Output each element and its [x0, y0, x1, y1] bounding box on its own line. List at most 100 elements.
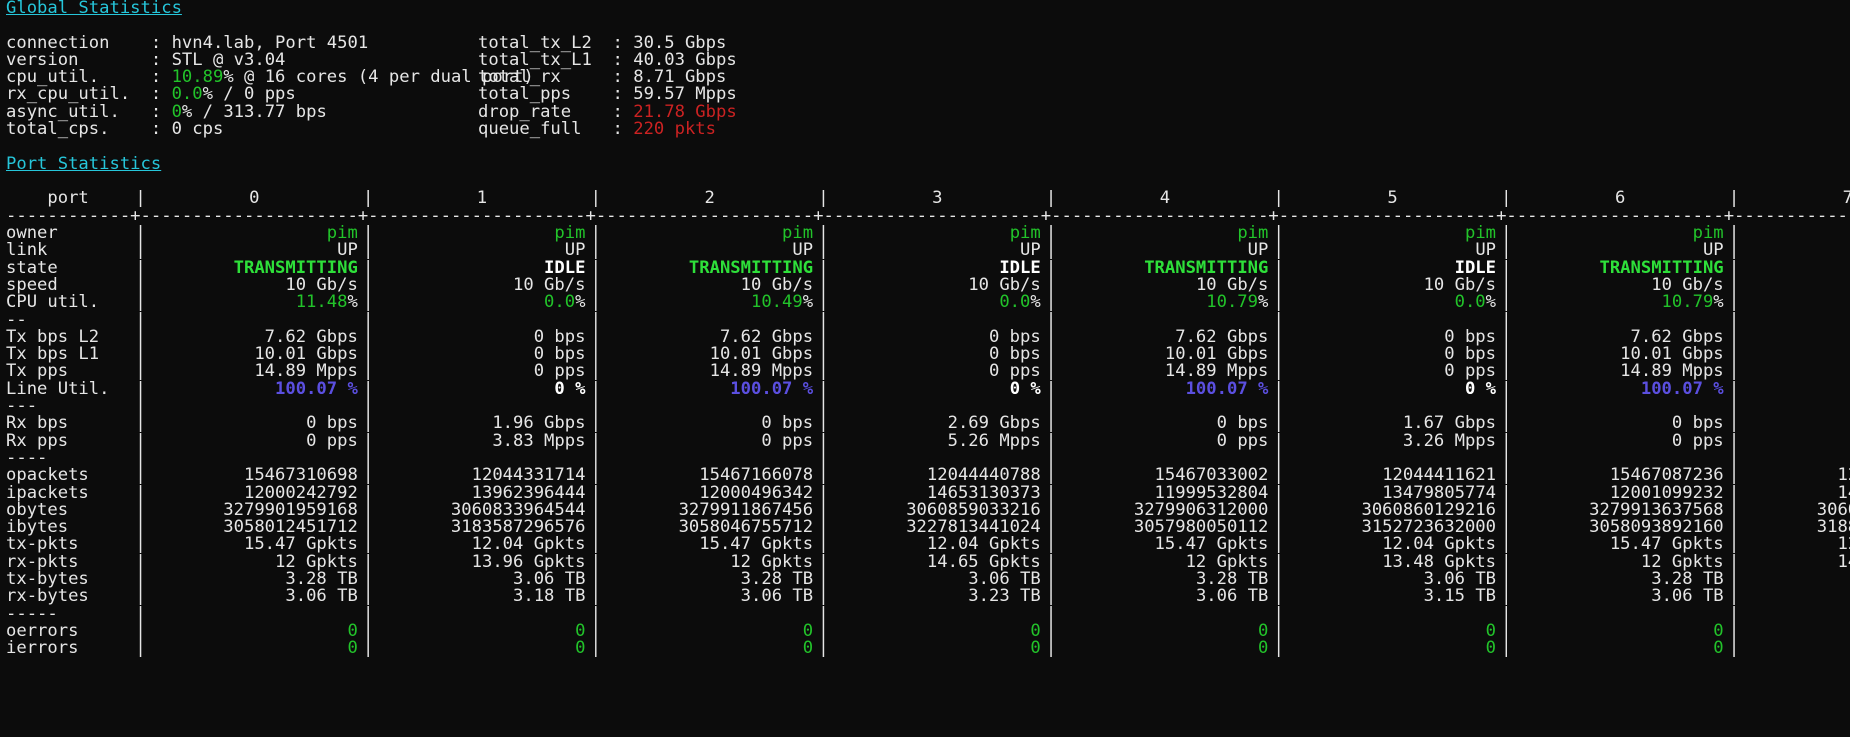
column-separator: | — [1501, 620, 1512, 641]
column-separator: | — [135, 430, 146, 451]
cell-rx-pkts-port3: 14.65 Gpkts — [926, 551, 1041, 572]
row-label: --- — [6, 396, 38, 417]
column-separator: | — [1045, 517, 1057, 538]
column-separator: | — [1273, 482, 1284, 503]
cell-owner-port4: pim — [1237, 223, 1269, 244]
cell-rx-bytes-port2: 3.06 TB — [740, 586, 814, 607]
column-separator: | — [818, 344, 829, 365]
table-row-tx-bps-l1: Tx bps L1 | 10.01 Gbps | 0 bps | 10.01 Gbps | 0 … — [6, 344, 1850, 365]
column-separator: | — [135, 240, 146, 261]
global-stat-row-total-cps: total_cps. : 0 cps — [6, 120, 534, 138]
header-port-1[interactable]: 1 — [476, 188, 488, 209]
row-label: ibytes — [6, 517, 69, 538]
cell-tx-bps-l2-port3: 0 bps — [988, 326, 1041, 347]
column-separator: | — [590, 396, 601, 417]
cell-line-util-port6: 100.07 % — [1640, 378, 1724, 399]
global-stats-right-column: total_tx_L2 : 30.5 Gbps total_tx_L1 : 40.… — [478, 34, 737, 139]
header-port-5[interactable]: 5 — [1387, 188, 1398, 209]
cell-oerrors-port6: 0 — [1713, 620, 1724, 641]
header-port-7[interactable]: 7 — [1842, 188, 1850, 209]
cell-tx-bps-l2-port6: 7.62 Gbps — [1630, 326, 1724, 347]
cell-tx-pps-port4: 14.89 Mpps — [1164, 361, 1269, 382]
global-stat-key: connection — [6, 32, 151, 53]
column-separator: | — [1273, 517, 1284, 538]
column-separator: | — [1501, 638, 1512, 659]
cell-line-util-port3: 0 % — [1009, 378, 1041, 399]
cell-ibytes-port1: 3183587296576 — [450, 517, 586, 538]
column-separator: | — [362, 586, 374, 607]
column-separator: | — [1728, 223, 1740, 244]
column-separator: | — [1045, 309, 1057, 330]
column-separator: | — [1728, 430, 1740, 451]
header-port-0[interactable]: 0 — [249, 188, 260, 209]
column-separator: | — [1045, 499, 1057, 520]
column-separator: | — [1501, 292, 1512, 313]
cell-link-port0: UP — [337, 240, 358, 261]
column-separator: | — [135, 396, 146, 417]
cell-tx-bps-l1-port4: 10.01 Gbps — [1164, 344, 1269, 365]
cell-state-port0: TRANSMITTING — [233, 257, 358, 278]
cell-cpu-util-port2: 10.49% — [750, 292, 814, 313]
cell-rx-pps-port1: 3.83 Mpps — [492, 430, 586, 451]
column-separator: | — [818, 274, 829, 295]
cell-ierrors-port3: 0 — [1030, 638, 1041, 659]
column-separator: | — [818, 534, 829, 555]
column-separator: | — [135, 517, 146, 538]
cell-ierrors-port6: 0 — [1713, 638, 1724, 659]
column-separator: | — [590, 551, 601, 572]
row-label: Rx bps — [6, 413, 69, 434]
cell-rx-bps-port3: 2.69 Gbps — [947, 413, 1041, 434]
cell-rx-bps-port1: 1.96 Gbps — [492, 413, 586, 434]
column-separator: | — [362, 240, 374, 261]
global-statistics-title: Global Statistics — [6, 0, 182, 18]
cell-obytes-port6: 3279913637568 — [1589, 499, 1724, 520]
column-separator: | — [1728, 240, 1740, 261]
column-separator: | — [1273, 603, 1284, 624]
column-separator: | — [135, 534, 146, 555]
cell-oerrors-port1: 0 — [575, 620, 586, 641]
cell-cpu-util-port6: 10.79% — [1661, 292, 1724, 313]
cell-ibytes-port3: 3227813441024 — [906, 517, 1041, 538]
colon-separator: : — [150, 49, 172, 70]
cell-tx-pps-port2: 14.89 Mpps — [709, 361, 814, 382]
column-separator: | — [1728, 274, 1740, 295]
cell-link-port2: UP — [792, 240, 814, 261]
global-stat-value: 10.89 — [171, 67, 224, 88]
column-separator: | — [818, 569, 829, 590]
column-separator: | — [590, 447, 601, 468]
column-separator: | — [1501, 586, 1512, 607]
cell-state-port7: IDLE — [1744, 260, 1850, 277]
cell-tx-bps-l2-port5: 0 bps — [1444, 326, 1497, 347]
column-separator: | — [1501, 326, 1512, 347]
cell-tx-bytes-port4: 3.28 TB — [1195, 569, 1269, 590]
cell-speed-port7: 10 Gb/s — [1744, 277, 1850, 294]
colon-separator: : — [612, 101, 634, 122]
global-stat-row-rx-cpu-util: rx_cpu_util. : 0.0% / 0 pps — [6, 86, 534, 104]
column-separator: | — [1728, 482, 1740, 503]
table-row-state: state | TRANSMITTING | IDLE | TRANSMITTING | IDL… — [6, 257, 1850, 278]
global-stat-row-total-rx: total_rx : 8.71 Gbps — [478, 68, 737, 86]
cell-tx-bps-l1-port6: 10.01 Gbps — [1620, 344, 1724, 365]
header-port-6[interactable]: 6 — [1615, 188, 1626, 209]
cell-line-util-port4: 100.07 % — [1185, 378, 1269, 399]
cell-ipackets-port7: 14037759109 — [1837, 482, 1850, 503]
column-separator: | — [1273, 534, 1284, 555]
cell-tx-bps-l2-port2: 7.62 Gbps — [719, 326, 814, 347]
column-separator: | — [1273, 465, 1284, 486]
header-port-3[interactable]: 3 — [932, 188, 943, 209]
cell-oerrors-port2: 0 — [802, 620, 814, 641]
cell-ierrors-port1: 0 — [575, 638, 586, 659]
column-separator: | — [1728, 447, 1740, 468]
cell-link-port5: UP — [1475, 240, 1497, 261]
header-port-4[interactable]: 4 — [1159, 188, 1171, 209]
cell-rx-bytes-port3: 3.23 TB — [968, 586, 1041, 607]
cell-obytes-port5: 3060860129216 — [1361, 499, 1497, 520]
column-separator: | — [1501, 499, 1512, 520]
column-separator: | — [362, 603, 374, 624]
column-separator: | — [1273, 361, 1284, 382]
cell-tx-pps-port3: 0 pps — [988, 361, 1041, 382]
header-port-2[interactable]: 2 — [704, 188, 715, 209]
spacer — [0, 139, 1850, 156]
row-label: -- — [6, 309, 27, 330]
row-label: Tx bps L1 — [6, 344, 100, 365]
